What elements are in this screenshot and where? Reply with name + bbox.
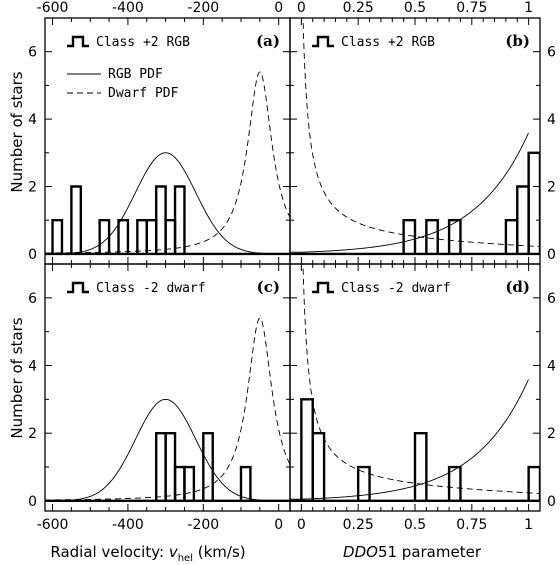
histogram-bar <box>173 185 186 254</box>
histogram-bar <box>154 185 167 254</box>
y-tick-label: 4 <box>28 112 37 128</box>
histogram-bar <box>98 218 111 254</box>
x-tick-label-bottom: 0 <box>274 517 283 533</box>
histogram-bar <box>164 431 177 501</box>
x-tick-label-top: 0 <box>297 0 306 16</box>
histogram-bar <box>70 185 83 254</box>
x-tick-label-bottom: 0.25 <box>343 517 374 533</box>
x-axis-label-left-unit: (km/s) <box>193 543 246 561</box>
x-tick-label-top: -200 <box>187 0 219 16</box>
x-tick-label-bottom: -400 <box>112 517 144 533</box>
y-axis-label-bottom: Number of stars <box>8 317 26 438</box>
histogram-bar <box>402 218 417 254</box>
histogram-bar <box>425 218 439 254</box>
dwarf-pdf-curve <box>302 264 540 494</box>
x-tick-label-top: -400 <box>112 0 144 16</box>
x-tick-label-top: 0.5 <box>404 0 426 16</box>
x-tick-label-bottom: 0.5 <box>404 517 426 533</box>
legend-rgb-label: RGB PDF <box>108 67 163 82</box>
x-tick-label-top: 0.75 <box>456 0 487 16</box>
histogram-bar <box>154 431 167 501</box>
histogram-bar <box>356 465 371 501</box>
rgb-pdf-curve <box>45 152 290 255</box>
x-axis-label-left-var: v <box>169 543 179 561</box>
histogram-bar <box>527 465 540 501</box>
panel-label: (a) <box>256 32 280 50</box>
y-tick-label: 2 <box>547 426 556 442</box>
x-axis-label-left-prefix: Radial velocity: <box>50 543 168 561</box>
legend-histogram-key <box>67 281 89 294</box>
dwarf-pdf-curve <box>45 71 290 254</box>
histogram-bar <box>239 465 252 501</box>
histogram-bar <box>145 218 158 254</box>
panels-layer: 0 2 4 6 -600 -400 -200 0 Class +2 RGB (a) RGB PDF D… <box>28 0 556 533</box>
legend-title: Class +2 RGB <box>96 35 190 50</box>
x-tick-label-bottom: 0.75 <box>456 517 487 533</box>
panel-label: (d) <box>505 278 530 296</box>
x-tick-label-bottom: -200 <box>187 517 219 533</box>
rgb-pdf-curve <box>45 398 290 502</box>
histogram-bar <box>311 431 326 501</box>
x-tick-label-top: 1 <box>524 0 533 16</box>
legend-histogram-key <box>312 35 334 48</box>
histogram-bar <box>173 465 186 501</box>
y-tick-label: 6 <box>547 291 556 307</box>
histogram-bar <box>183 465 196 501</box>
y-tick-label: 2 <box>28 179 37 195</box>
x-axis-label-right-var: DDO <box>343 543 378 561</box>
dwarf-pdf-curve <box>302 18 540 248</box>
y-tick-label: 0 <box>28 247 37 263</box>
x-axis-label-right-rest: 51 parameter <box>378 543 482 561</box>
y-tick-label: 4 <box>547 112 556 128</box>
legend-title: Class -2 dwarf <box>96 281 206 296</box>
panel-label: (b) <box>505 32 530 50</box>
y-axis-label-top: Number of stars <box>8 71 26 192</box>
histogram-bar <box>136 218 148 254</box>
x-tick-label-top: -600 <box>37 0 69 16</box>
y-tick-label: 6 <box>547 45 556 61</box>
histogram-bar <box>300 398 314 501</box>
legend-histogram-key <box>67 35 89 48</box>
rgb-pdf-curve <box>290 132 529 253</box>
panel-a: 0 2 4 6 -600 -400 -200 0 Class +2 RGB (a) RGB PDF D… <box>28 0 291 265</box>
x-tick-label-top: 0 <box>274 0 283 16</box>
histogram-bar <box>202 431 214 501</box>
histogram-bar <box>447 218 462 254</box>
panel-b: 0 2 4 6 0 0.25 0.5 0.75 1 Class +2 RGB (b) <box>289 0 556 265</box>
x-tick-label-bottom: 0 <box>297 517 306 533</box>
y-tick-label: 4 <box>28 359 37 375</box>
x-axis-label-left-sub: hel <box>178 553 193 564</box>
histogram-bar <box>504 218 519 254</box>
legend-dwarf-label: Dwarf PDF <box>108 86 179 101</box>
y-tick-label: 4 <box>547 359 556 375</box>
histogram-bar <box>516 185 530 254</box>
histogram-bar <box>117 218 130 254</box>
x-tick-label-top: 0.25 <box>343 0 374 16</box>
y-tick-label: 0 <box>547 247 556 263</box>
legend-title: Class +2 RGB <box>341 35 435 50</box>
y-tick-label: 0 <box>547 494 556 510</box>
histogram-bar <box>527 151 540 254</box>
y-tick-label: 6 <box>28 45 37 61</box>
panel-label: (c) <box>257 278 280 296</box>
y-tick-label: 2 <box>28 426 37 442</box>
y-tick-label: 0 <box>28 494 37 510</box>
dwarf-pdf-curve <box>45 317 290 501</box>
histogram-bar <box>447 465 462 501</box>
x-tick-label-bottom: 1 <box>524 517 533 533</box>
panel-frame <box>44 263 291 512</box>
y-tick-label: 2 <box>547 179 556 195</box>
rgb-pdf-curve <box>290 379 529 500</box>
panel-d: 0 2 4 6 0 0.25 0.5 0.75 1 Class -2 dwarf (d) <box>289 263 556 533</box>
x-tick-label-bottom: -600 <box>37 517 69 533</box>
histogram-bar <box>413 431 428 501</box>
x-axis-label-left: Radial velocity: vhel (km/s) <box>50 543 245 564</box>
y-tick-label: 6 <box>28 291 37 307</box>
histogram-bar <box>51 218 64 254</box>
legend-histogram-key <box>312 281 334 294</box>
legend-title: Class -2 dwarf <box>341 281 451 296</box>
panel-c: 0 2 4 6 -600 -400 -200 0 Class -2 dwarf (c) <box>28 263 291 533</box>
x-axis-label-right: DDO51 parameter <box>343 543 482 561</box>
